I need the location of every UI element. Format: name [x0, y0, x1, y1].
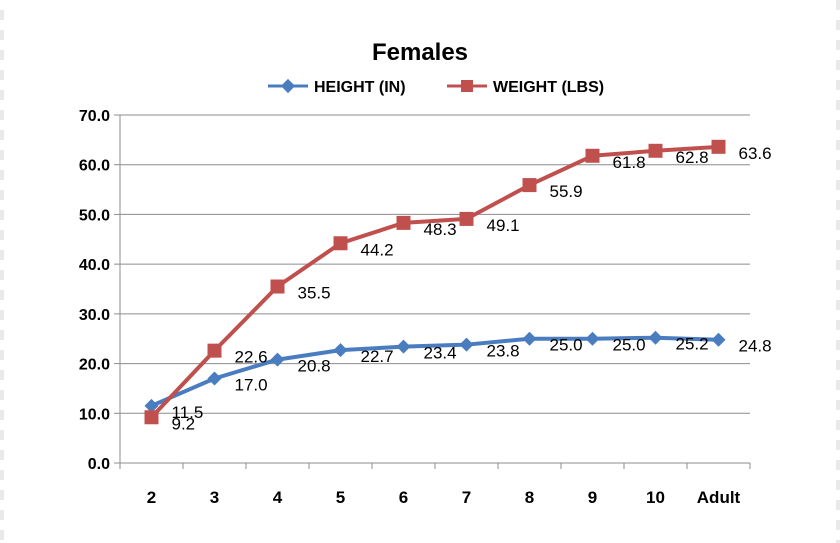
data-point	[459, 211, 474, 226]
data-point	[207, 371, 222, 386]
series-height: 11.5 17.0 20.8 22.7 23.4 23.8 25.0 25.0 25.2 24.8	[144, 330, 772, 422]
data-point	[270, 352, 285, 367]
data-label: 62.8	[676, 148, 709, 167]
data-point	[522, 331, 537, 346]
y-axis-ticks: 0.0 10.0 20.0 30.0 40.0 50.0 60.0 70.0	[79, 108, 110, 473]
x-tick-label: 6	[399, 488, 408, 507]
y-tick-label: 40.0	[79, 257, 110, 274]
chart-panel	[4, 0, 836, 543]
data-label: 49.1	[487, 216, 520, 235]
series-layer: 11.5 17.0 20.8 22.7 23.4 23.8 25.0 25.0 25.2 24.8…	[144, 139, 772, 433]
x-tick-label: 2	[147, 488, 156, 507]
data-point	[270, 279, 285, 294]
data-point	[459, 337, 474, 352]
y-tick-label: 30.0	[79, 307, 110, 324]
data-label: 63.6	[739, 144, 772, 163]
legend-item-height: HEIGHT (IN)	[268, 78, 406, 96]
legend-item-weight: WEIGHT (LBS)	[447, 79, 604, 96]
data-label: 17.0	[235, 375, 268, 394]
x-axis-ticks: 2 3 4 5 6 7 8 9 10 Adult	[147, 488, 741, 507]
legend: HEIGHT (IN) WEIGHT (LBS)	[268, 78, 604, 96]
x-tick-label: 3	[210, 488, 219, 507]
x-tick-label: 10	[646, 488, 665, 507]
y-tick-label: 70.0	[79, 108, 110, 125]
series-line	[150, 335, 719, 408]
data-point	[711, 332, 726, 347]
data-point	[396, 339, 411, 354]
series-line	[150, 144, 719, 419]
data-label: 25.0	[550, 336, 583, 355]
data-label: 23.4	[424, 344, 457, 363]
y-tick-label: 0.0	[88, 456, 110, 473]
data-label: 22.6	[235, 348, 268, 367]
x-tick-label: 5	[336, 488, 345, 507]
data-label: 11.5	[172, 403, 204, 422]
legend-weight-marker	[461, 80, 473, 92]
data-label: 9.2	[172, 414, 196, 433]
chart-title: Females	[372, 39, 468, 66]
y-tick-label: 50.0	[79, 207, 110, 224]
x-tick-label: 8	[525, 488, 534, 507]
data-label: 22.7	[361, 347, 394, 366]
legend-height-marker	[280, 78, 296, 94]
data-label: 61.8	[613, 153, 646, 172]
data-point	[585, 148, 600, 163]
data-label: 35.5	[298, 284, 331, 303]
data-point	[207, 343, 222, 358]
data-label: 20.8	[298, 357, 331, 376]
data-label: 23.8	[487, 342, 520, 361]
legend-height-label: HEIGHT (IN)	[314, 79, 406, 96]
data-point	[144, 398, 159, 413]
data-point	[585, 331, 600, 346]
data-label: 48.3	[424, 220, 457, 239]
data-point	[648, 143, 663, 158]
x-tick-label: 7	[462, 488, 471, 507]
data-label: 55.9	[550, 182, 583, 201]
y-tick-label: 60.0	[79, 158, 110, 175]
x-tick-label: Adult	[697, 488, 741, 507]
data-point	[144, 410, 159, 425]
data-label: 25.2	[676, 335, 709, 354]
axes	[114, 114, 751, 469]
x-tick-label: 9	[588, 488, 597, 507]
y-tick-label: 10.0	[79, 406, 110, 423]
data-point	[648, 330, 663, 345]
x-tick-label: 4	[273, 488, 283, 507]
data-label: 44.2	[361, 240, 394, 259]
series-weight: 9.2 22.6 35.5 44.2 48.3 49.1 55.9 61.8 62.8 63.6	[144, 139, 772, 433]
data-point	[333, 236, 348, 251]
gridlines	[120, 114, 750, 414]
legend-weight-label: WEIGHT (LBS)	[493, 79, 604, 96]
y-tick-label: 20.0	[79, 357, 110, 374]
data-label: 25.0	[613, 336, 646, 355]
data-point	[396, 215, 411, 230]
data-point	[522, 178, 537, 193]
data-point	[711, 139, 726, 154]
data-label: 24.8	[739, 337, 772, 356]
data-point	[333, 343, 348, 358]
